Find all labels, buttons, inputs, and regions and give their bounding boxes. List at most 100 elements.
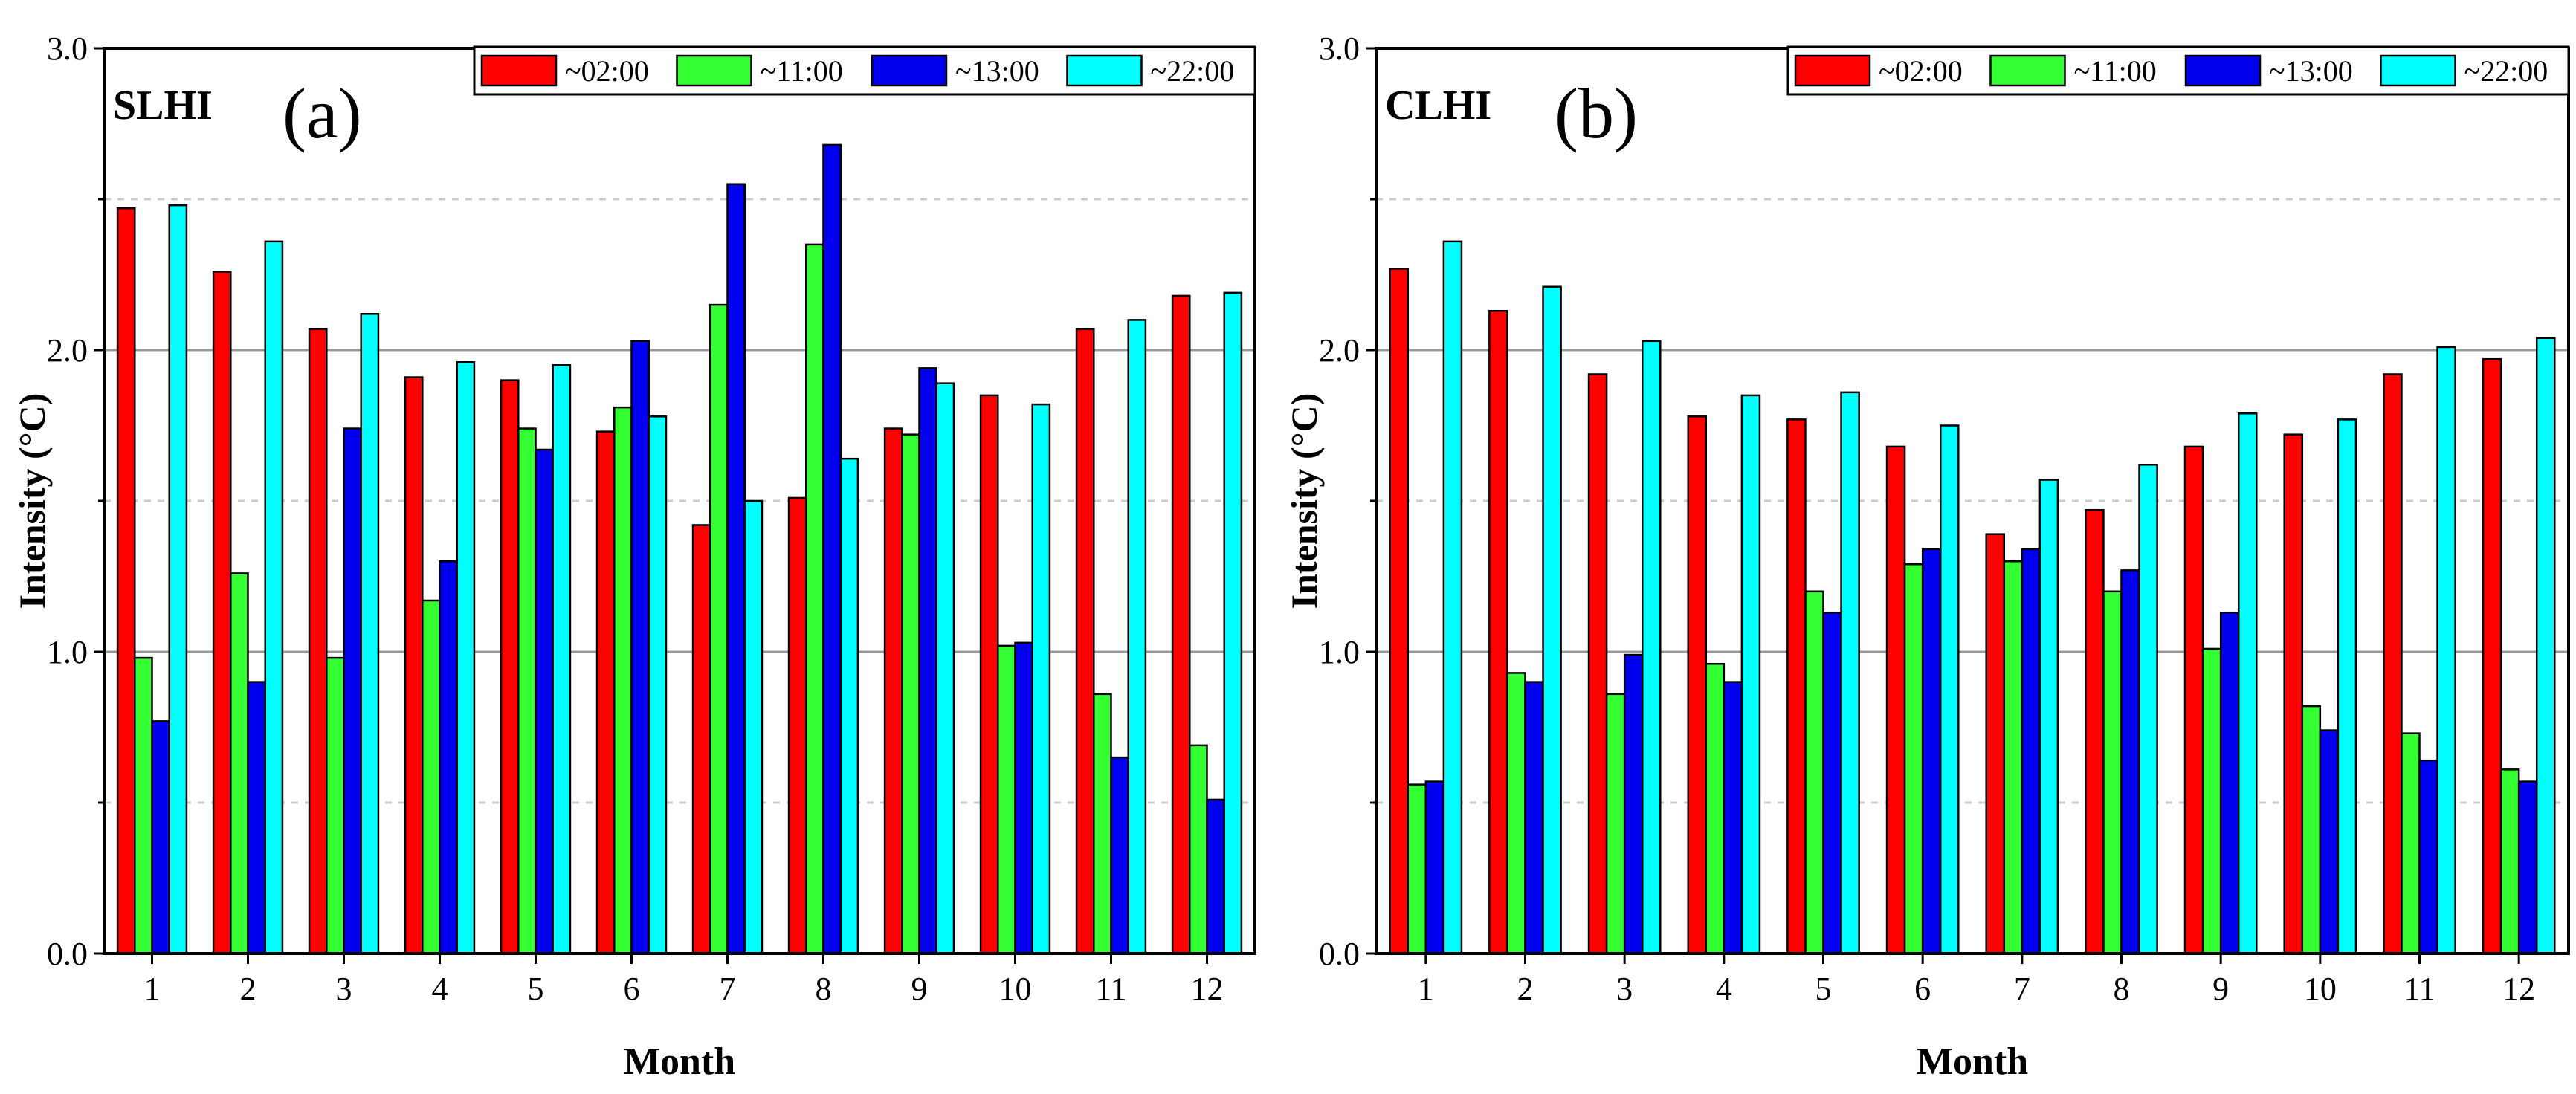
bar-a-6-3 bbox=[648, 415, 668, 955]
bar-b-9-1 bbox=[2201, 647, 2222, 955]
legend-swatch bbox=[1794, 54, 1871, 87]
bar-a-9-3 bbox=[935, 382, 955, 955]
bar-a-4-2 bbox=[439, 560, 458, 955]
panel-title: (a) bbox=[283, 74, 362, 153]
bar-b-8-3 bbox=[2138, 464, 2158, 955]
x-tick-label: 4 bbox=[432, 971, 448, 1007]
bar-a-7-0 bbox=[691, 524, 711, 955]
bar-b-9-3 bbox=[2237, 412, 2258, 955]
bar-b-2-2 bbox=[1524, 681, 1544, 955]
bar-b-1-2 bbox=[1424, 780, 1445, 955]
bar-b-12-1 bbox=[2499, 768, 2520, 955]
bar-a-2-2 bbox=[247, 681, 266, 955]
x-tick-label: 1 bbox=[144, 971, 161, 1007]
bar-b-11-3 bbox=[2436, 346, 2456, 955]
bar-b-3-2 bbox=[1623, 653, 1644, 955]
bar-a-7-2 bbox=[726, 183, 746, 955]
bar-b-8-0 bbox=[2085, 508, 2105, 955]
bar-a-10-1 bbox=[997, 644, 1016, 955]
bar-b-6-0 bbox=[1885, 445, 1906, 955]
bar-b-12-3 bbox=[2535, 337, 2556, 955]
legend-label: ~13:00 bbox=[955, 54, 1039, 88]
bar-a-12-2 bbox=[1206, 798, 1225, 955]
y-tick-label: 1.0 bbox=[47, 634, 88, 670]
bar-b-7-1 bbox=[2003, 560, 2024, 955]
bar-a-3-3 bbox=[360, 313, 380, 955]
bar-b-10-3 bbox=[2337, 418, 2357, 955]
x-tick-label: 9 bbox=[911, 971, 928, 1007]
y-tick-label: 1.0 bbox=[1319, 634, 1360, 670]
bar-b-1-0 bbox=[1389, 268, 1410, 955]
x-axis-label: Month bbox=[624, 1040, 735, 1083]
bar-a-3-1 bbox=[326, 656, 345, 955]
x-tick-label: 5 bbox=[1815, 971, 1832, 1007]
bar-b-8-2 bbox=[2120, 569, 2140, 955]
bar-b-6-3 bbox=[1939, 424, 1960, 955]
x-tick-label: 2 bbox=[240, 971, 256, 1007]
bar-b-9-0 bbox=[2183, 445, 2204, 955]
legend-swatch bbox=[480, 54, 558, 87]
legend-label: ~22:00 bbox=[1151, 54, 1235, 88]
bar-a-4-0 bbox=[404, 376, 424, 955]
x-tick-label: 12 bbox=[1191, 971, 1224, 1007]
bar-a-5-3 bbox=[552, 364, 572, 955]
y-axis-label: Intensity (°C) bbox=[11, 393, 53, 609]
legend: ~02:00 ~11:00 ~13:00 ~22:00 bbox=[473, 45, 1256, 96]
bar-b-1-3 bbox=[1442, 240, 1463, 955]
bar-b-4-3 bbox=[1740, 394, 1761, 955]
x-tick-label: 6 bbox=[624, 971, 640, 1007]
bar-a-5-1 bbox=[517, 427, 537, 955]
x-tick-label: 4 bbox=[1716, 971, 1732, 1007]
bar-b-2-1 bbox=[1506, 672, 1526, 955]
x-tick-label: 12 bbox=[2502, 971, 2535, 1007]
bar-a-8-3 bbox=[839, 457, 859, 955]
bar-a-3-2 bbox=[343, 427, 362, 955]
x-tick-label: 7 bbox=[2014, 971, 2030, 1007]
bar-a-10-2 bbox=[1014, 641, 1033, 955]
bar-a-7-3 bbox=[743, 499, 764, 955]
bar-a-7-1 bbox=[709, 303, 729, 955]
bar-b-2-0 bbox=[1488, 309, 1508, 955]
x-tick-label: 11 bbox=[1095, 971, 1126, 1007]
x-tick-label: 1 bbox=[1418, 971, 1434, 1007]
y-tick-label: 3.0 bbox=[1319, 30, 1360, 67]
panel-label: CLHI bbox=[1385, 82, 1491, 129]
chart-panel-b: 1 2 3 4 5 6 7 8 9 10 11 120.01.02.03.0MonthIntensit… bbox=[1283, 30, 2570, 1083]
panel-label: SLHI bbox=[113, 82, 213, 129]
bar-a-4-3 bbox=[456, 360, 476, 955]
bar-b-2-3 bbox=[1542, 285, 1562, 955]
bar-a-2-1 bbox=[230, 572, 249, 955]
x-tick-label: 5 bbox=[528, 971, 544, 1007]
bar-b-5-3 bbox=[1840, 391, 1860, 955]
legend-label: ~11:00 bbox=[761, 54, 843, 88]
x-axis-label: Month bbox=[1917, 1040, 2028, 1083]
y-tick-label: 3.0 bbox=[47, 30, 88, 67]
bar-a-1-1 bbox=[134, 656, 153, 955]
y-axis-label: Intensity (°C) bbox=[1283, 393, 1325, 609]
bar-b-10-1 bbox=[2301, 705, 2322, 955]
bar-b-3-0 bbox=[1587, 373, 1608, 955]
bar-a-10-3 bbox=[1031, 403, 1051, 955]
bar-b-11-1 bbox=[2401, 732, 2421, 955]
bar-a-12-0 bbox=[1171, 294, 1191, 955]
x-tick-label: 3 bbox=[1616, 971, 1633, 1007]
x-tick-label: 3 bbox=[336, 971, 352, 1007]
bar-b-10-0 bbox=[2283, 433, 2304, 955]
bar-a-11-3 bbox=[1127, 319, 1147, 955]
bar-b-12-2 bbox=[2517, 780, 2538, 955]
bar-b-10-2 bbox=[2319, 729, 2340, 955]
bar-a-4-1 bbox=[422, 599, 441, 955]
y-tick-label: 0.0 bbox=[47, 936, 88, 972]
bar-a-5-0 bbox=[500, 379, 520, 955]
y-tick-label: 2.0 bbox=[1319, 332, 1360, 369]
legend-swatch bbox=[2380, 54, 2456, 87]
bar-b-7-0 bbox=[1985, 533, 2006, 955]
bar-b-3-1 bbox=[1605, 693, 1626, 955]
bar-a-11-1 bbox=[1093, 693, 1112, 955]
bar-a-9-2 bbox=[918, 367, 937, 955]
bar-a-6-2 bbox=[630, 340, 650, 955]
bar-a-6-0 bbox=[595, 430, 616, 955]
bar-a-11-0 bbox=[1075, 328, 1095, 955]
bar-b-7-3 bbox=[2038, 479, 2059, 955]
